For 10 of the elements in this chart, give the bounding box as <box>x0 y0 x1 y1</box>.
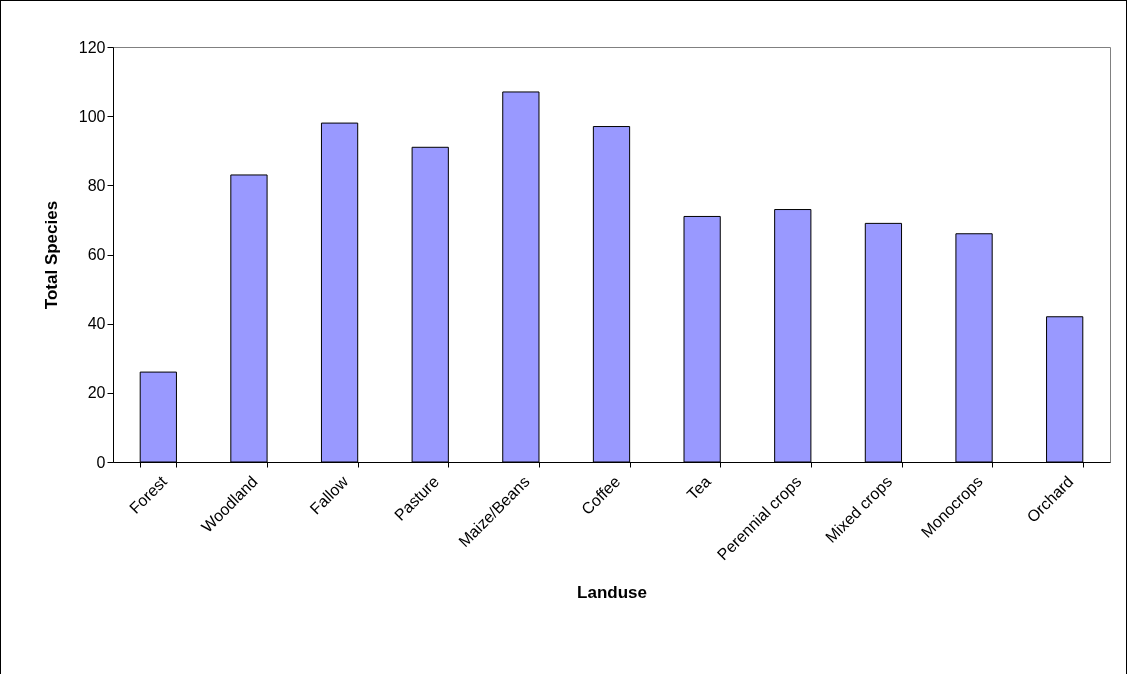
y-tick-label: 100 <box>78 107 106 125</box>
y-axis-title: Total Species <box>41 200 61 310</box>
y-tick-label: 40 <box>87 315 106 333</box>
y-tick-label: 120 <box>78 38 106 56</box>
y-tick-label: 60 <box>87 246 106 263</box>
x-axis-title: Landuse <box>577 583 647 603</box>
y-tick-label: 20 <box>87 384 106 402</box>
y-tick-label: 0 <box>96 453 106 471</box>
x-tick-label: Tea <box>683 472 715 504</box>
y-tick-label: 80 <box>87 176 106 194</box>
